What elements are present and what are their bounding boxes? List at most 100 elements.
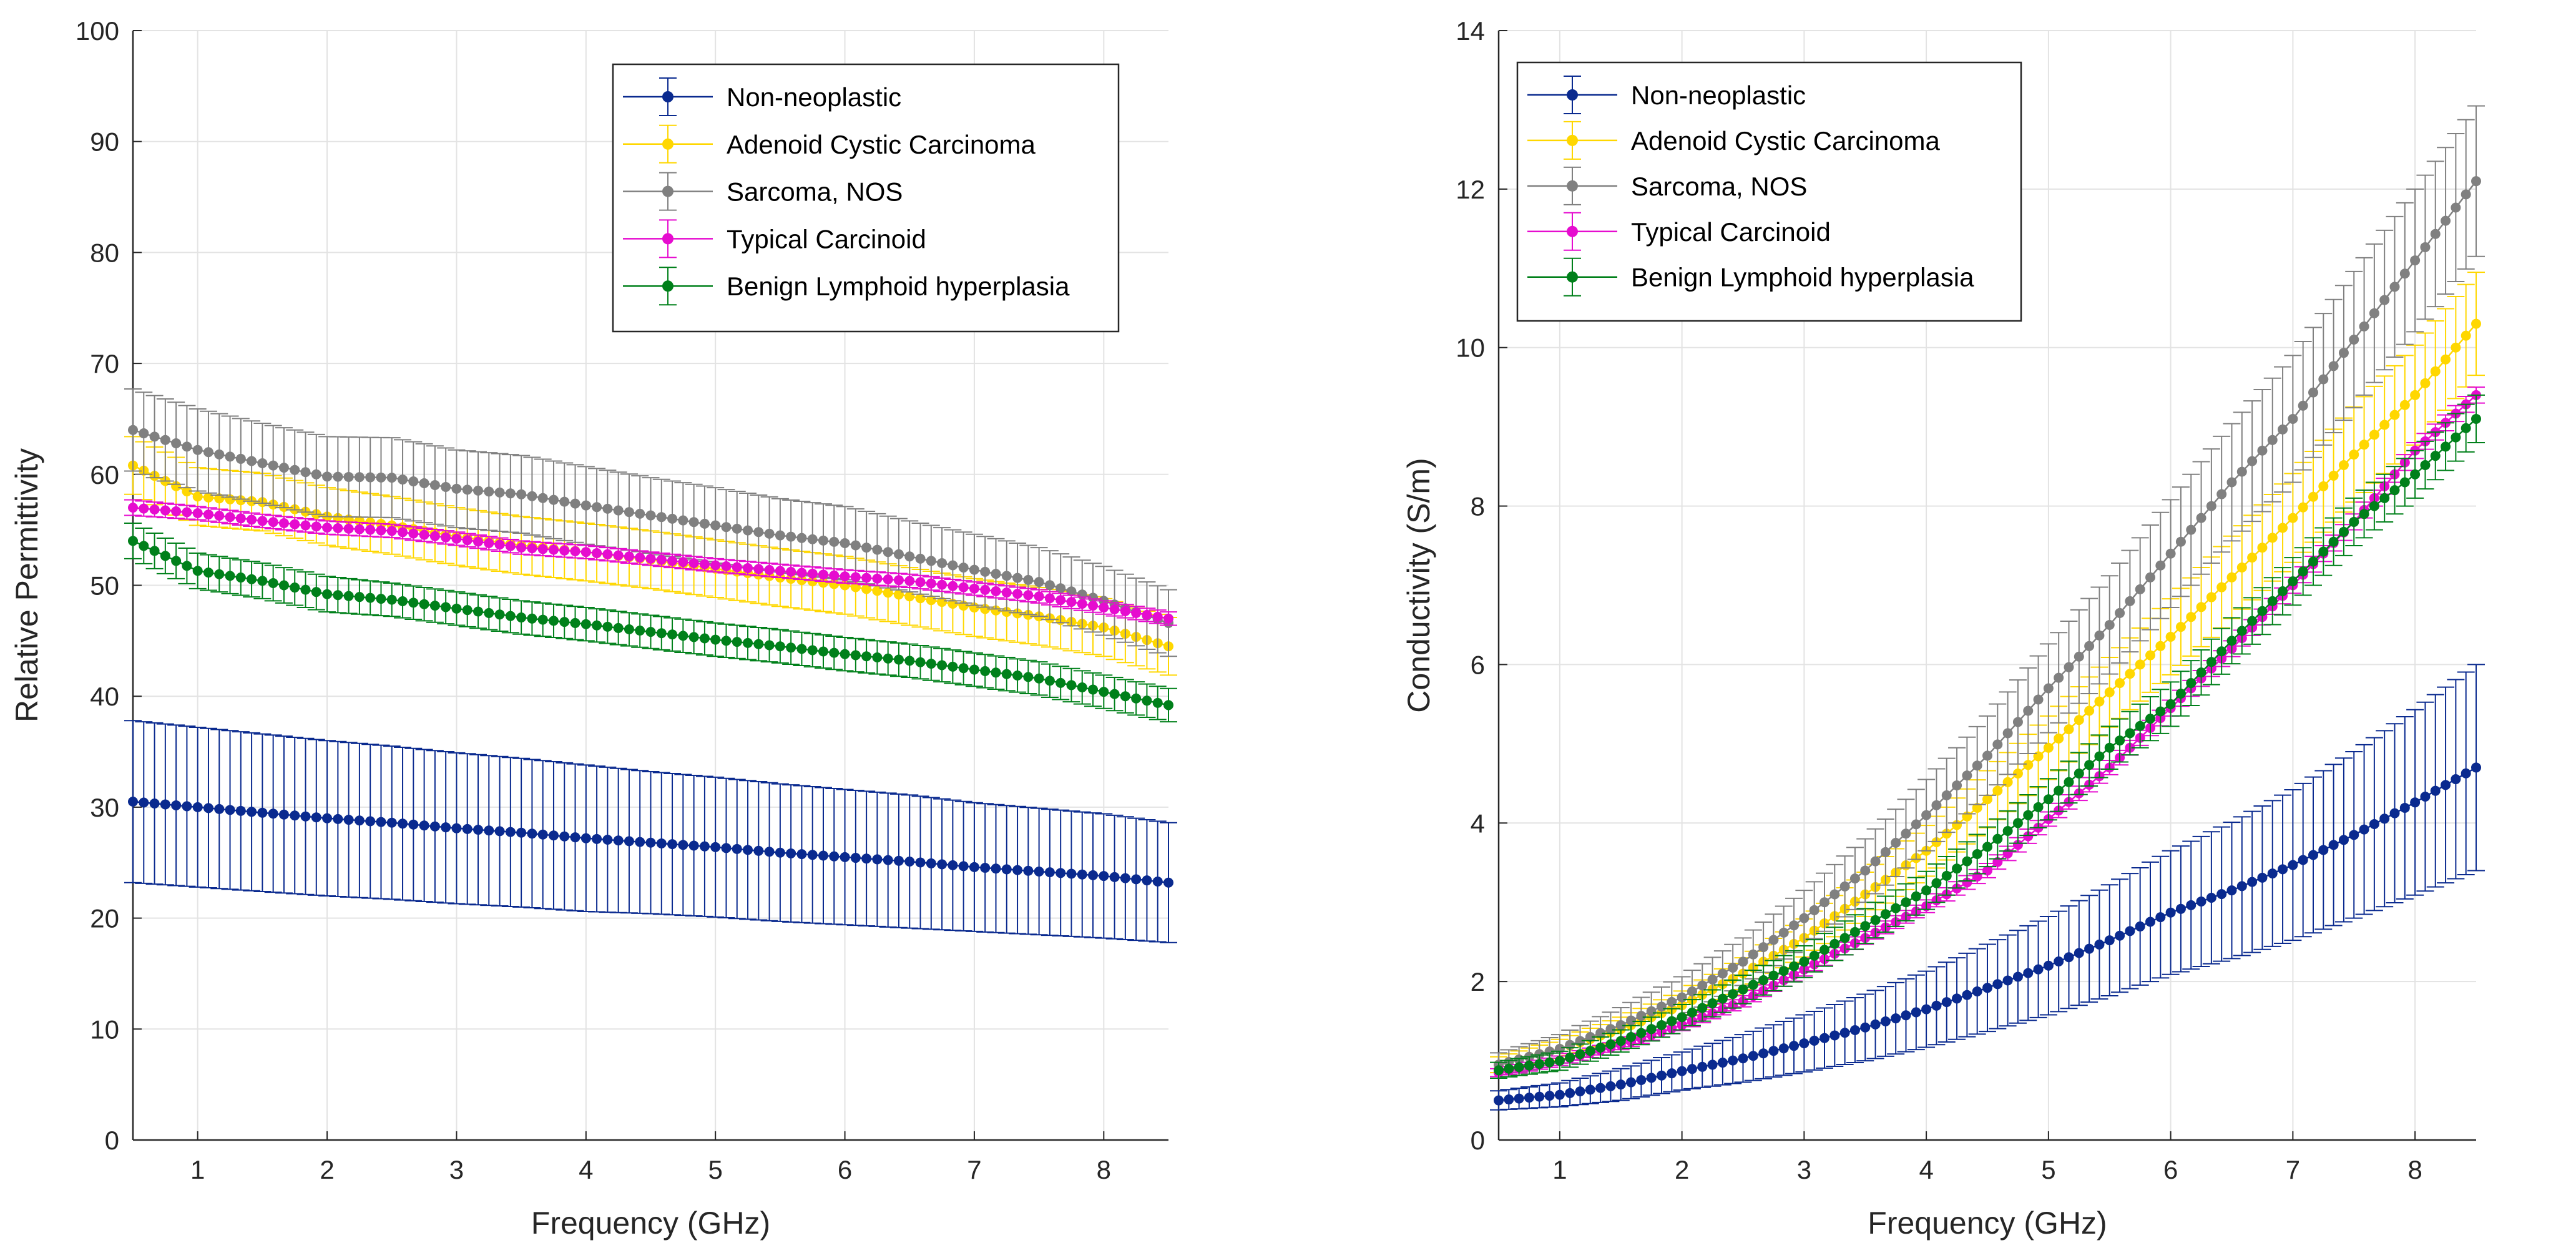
data-point xyxy=(149,504,160,515)
data-point xyxy=(441,602,451,612)
data-point xyxy=(505,488,516,499)
data-point xyxy=(743,845,753,855)
data-point xyxy=(376,817,386,827)
data-point xyxy=(192,802,203,812)
data-point xyxy=(1514,1093,1524,1104)
data-point xyxy=(419,820,429,831)
data-point xyxy=(948,661,958,672)
data-point xyxy=(2389,410,2400,420)
data-point xyxy=(1870,1019,1881,1029)
data-point xyxy=(139,428,149,439)
data-point xyxy=(2257,606,2268,616)
x-tick-label: 6 xyxy=(2163,1155,2178,1184)
data-point xyxy=(268,517,278,528)
data-point xyxy=(2451,774,2461,785)
data-point xyxy=(451,603,462,614)
data-point xyxy=(192,508,203,518)
data-point xyxy=(257,458,268,469)
data-point xyxy=(2441,215,2451,226)
data-point xyxy=(872,652,883,663)
data-point xyxy=(1911,1007,1921,1018)
data-point xyxy=(1494,1065,1504,1076)
series-non-neoplastic xyxy=(124,720,1177,943)
data-point xyxy=(2084,705,2095,716)
data-point xyxy=(419,599,429,609)
data-point xyxy=(419,478,429,489)
data-point xyxy=(1778,927,1789,938)
data-point xyxy=(1819,945,1829,955)
data-point xyxy=(300,520,311,531)
data-point xyxy=(580,619,591,629)
x-tick-label: 8 xyxy=(1097,1155,1111,1184)
legend-label: Non-neoplastic xyxy=(1631,81,1806,110)
data-point xyxy=(247,456,257,466)
data-point xyxy=(1901,897,1911,908)
data-point xyxy=(473,536,483,547)
data-point xyxy=(1931,1000,1942,1011)
data-point xyxy=(2451,432,2461,443)
data-point xyxy=(2247,616,2258,626)
data-point xyxy=(829,536,840,547)
data-point xyxy=(2115,678,2125,689)
data-point xyxy=(1891,1013,1901,1024)
data-point xyxy=(160,505,170,516)
data-point xyxy=(1952,993,1962,1004)
data-point xyxy=(1023,574,1034,585)
data-point xyxy=(192,566,203,576)
data-point xyxy=(1849,926,1860,937)
legend-item: Adenoid Cystic Carcinoma xyxy=(623,124,1036,164)
data-point xyxy=(1605,1039,1616,1049)
data-point xyxy=(2349,516,2359,527)
data-point xyxy=(1088,592,1099,603)
data-point xyxy=(2084,943,2095,954)
data-point xyxy=(2002,777,2013,787)
data-point xyxy=(1012,572,1023,583)
data-point xyxy=(2369,501,2379,511)
data-point xyxy=(710,520,721,531)
data-point xyxy=(2165,548,2176,559)
data-point xyxy=(1001,669,1012,679)
x-tick-label: 1 xyxy=(1552,1155,1567,1184)
legend-label: Sarcoma, NOS xyxy=(1631,172,1807,201)
data-point xyxy=(171,556,182,566)
data-point xyxy=(861,584,872,594)
data-point xyxy=(128,797,138,807)
data-point xyxy=(1514,1062,1524,1073)
x-tick-label: 5 xyxy=(708,1155,723,1184)
data-point xyxy=(494,826,505,837)
data-point xyxy=(2236,466,2247,477)
data-point xyxy=(2389,808,2400,818)
data-point xyxy=(807,534,818,544)
data-point xyxy=(1544,1091,1555,1101)
data-point xyxy=(980,604,991,614)
data-point xyxy=(613,835,624,846)
data-point xyxy=(1952,780,1962,790)
data-point xyxy=(290,519,300,529)
data-point xyxy=(2115,930,2125,941)
legend-item: Non-neoplastic xyxy=(623,77,901,116)
data-point xyxy=(1565,1088,1575,1098)
data-point xyxy=(1615,1036,1626,1046)
data-point xyxy=(991,863,1001,874)
data-point xyxy=(2054,672,2064,683)
data-point xyxy=(1799,1038,1810,1049)
data-point xyxy=(1023,590,1034,601)
data-point xyxy=(1687,1007,1697,1018)
data-point xyxy=(2430,451,2441,461)
data-point xyxy=(1131,874,1142,885)
data-point xyxy=(1163,700,1173,710)
data-point xyxy=(214,511,225,521)
data-point xyxy=(2267,435,2278,445)
data-point xyxy=(2012,717,2023,727)
data-point xyxy=(548,830,559,841)
data-point xyxy=(171,506,182,517)
data-point xyxy=(2033,751,2044,762)
data-point xyxy=(1088,870,1099,880)
data-point xyxy=(1034,577,1044,587)
legend-item: Sarcoma, NOS xyxy=(1527,166,1807,205)
data-point xyxy=(494,539,505,550)
data-point xyxy=(991,586,1001,596)
data-point xyxy=(2298,566,2308,577)
data-point xyxy=(1575,1049,1585,1059)
data-point xyxy=(386,817,397,828)
